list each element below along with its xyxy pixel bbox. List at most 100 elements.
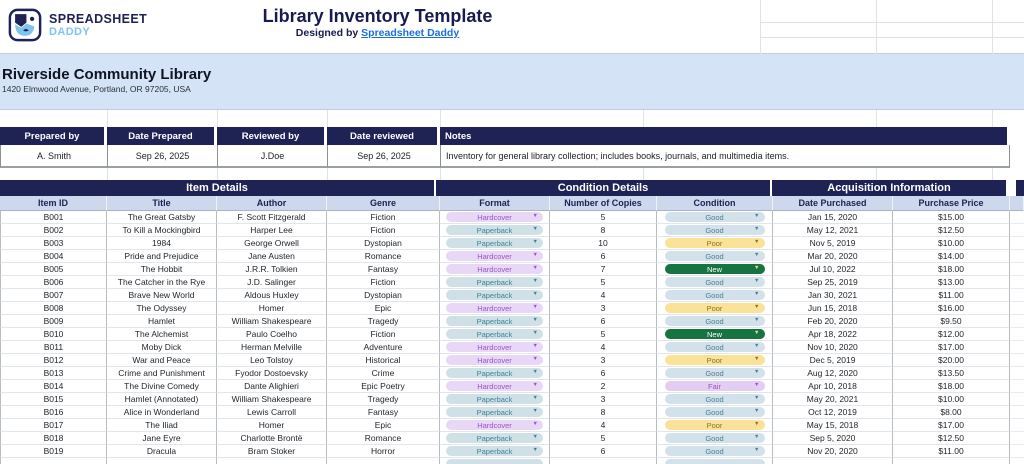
cell-title[interactable]: The Divine Comedy: [107, 380, 217, 393]
cell-genre[interactable]: Dystopian: [327, 289, 440, 302]
cell-id[interactable]: B015: [0, 393, 107, 406]
cell-condition[interactable]: Good ▼: [657, 445, 773, 458]
cell-author[interactable]: Charlotte Brontë: [217, 432, 327, 445]
cell-id[interactable]: B003: [0, 237, 107, 250]
condition-dropdown[interactable]: Good ▼: [664, 433, 765, 443]
prep-value-date-prepared[interactable]: Sep 26, 2025: [107, 145, 217, 168]
cell-condition[interactable]: Good ▼: [657, 341, 773, 354]
cell-price[interactable]: $9.50: [893, 315, 1010, 328]
cell-format[interactable]: Hardcover ▼: [440, 419, 550, 432]
format-dropdown[interactable]: [446, 459, 543, 464]
cell-id[interactable]: B005: [0, 263, 107, 276]
cell-author[interactable]: Lewis Carroll: [217, 406, 327, 419]
cell-date[interactable]: [773, 458, 893, 464]
condition-dropdown[interactable]: Poor ▼: [664, 303, 765, 313]
format-dropdown[interactable]: Paperback ▼: [446, 394, 543, 404]
cell-condition[interactable]: Poor ▼: [657, 237, 773, 250]
cell-format[interactable]: Paperback ▼: [440, 276, 550, 289]
cell-format[interactable]: Hardcover ▼: [440, 250, 550, 263]
condition-dropdown[interactable]: [664, 459, 765, 464]
cell-author[interactable]: Aldous Huxley: [217, 289, 327, 302]
cell-format[interactable]: Paperback ▼: [440, 289, 550, 302]
format-dropdown[interactable]: Hardcover ▼: [446, 342, 543, 352]
cell-id[interactable]: B012: [0, 354, 107, 367]
cell-condition[interactable]: New ▼: [657, 328, 773, 341]
cell-price[interactable]: $15.00: [893, 211, 1010, 224]
cell-copies[interactable]: 10: [550, 237, 657, 250]
cell-id[interactable]: B001: [0, 211, 107, 224]
cell-date[interactable]: Feb 20, 2020: [773, 315, 893, 328]
cell-date[interactable]: Mar 20, 2020: [773, 250, 893, 263]
format-dropdown[interactable]: Hardcover ▼: [446, 420, 543, 430]
format-dropdown[interactable]: Hardcover ▼: [446, 355, 543, 365]
cell-copies[interactable]: 7: [550, 263, 657, 276]
cell-copies[interactable]: 8: [550, 224, 657, 237]
cell-date[interactable]: Sep 5, 2020: [773, 432, 893, 445]
cell-copies[interactable]: 8: [550, 406, 657, 419]
cell-copies[interactable]: 5: [550, 276, 657, 289]
format-dropdown[interactable]: Paperback ▼: [446, 238, 543, 248]
cell-title[interactable]: The Great Gatsby: [107, 211, 217, 224]
cell-format[interactable]: Hardcover ▼: [440, 211, 550, 224]
cell-genre[interactable]: Fantasy: [327, 406, 440, 419]
cell-date[interactable]: Jun 15, 2018: [773, 302, 893, 315]
cell-price[interactable]: $12.50: [893, 224, 1010, 237]
cell-condition[interactable]: Fair ▼: [657, 380, 773, 393]
cell-genre[interactable]: Fantasy: [327, 263, 440, 276]
cell-date[interactable]: Nov 5, 2019: [773, 237, 893, 250]
cell-date[interactable]: Jan 30, 2021: [773, 289, 893, 302]
cell-genre[interactable]: Fiction: [327, 276, 440, 289]
format-dropdown[interactable]: Paperback ▼: [446, 277, 543, 287]
cell-title[interactable]: Jane Eyre: [107, 432, 217, 445]
cell-condition[interactable]: Poor ▼: [657, 302, 773, 315]
condition-dropdown[interactable]: Good ▼: [664, 446, 765, 456]
cell-genre[interactable]: Crime: [327, 367, 440, 380]
cell-date[interactable]: Jul 10, 2022: [773, 263, 893, 276]
cell-price[interactable]: $18.00: [893, 380, 1010, 393]
cell-genre[interactable]: Horror: [327, 445, 440, 458]
cell-genre[interactable]: Adventure: [327, 341, 440, 354]
condition-dropdown[interactable]: Good ▼: [664, 251, 765, 261]
cell-author[interactable]: George Orwell: [217, 237, 327, 250]
condition-dropdown[interactable]: New ▼: [664, 264, 765, 274]
cell-copies[interactable]: 5: [550, 432, 657, 445]
cell-condition[interactable]: Good ▼: [657, 315, 773, 328]
cell-copies[interactable]: 2: [550, 380, 657, 393]
cell-title[interactable]: War and Peace: [107, 354, 217, 367]
library-name[interactable]: Riverside Community Library: [2, 66, 212, 83]
cell-id[interactable]: B019: [0, 445, 107, 458]
cell-condition[interactable]: Good ▼: [657, 393, 773, 406]
cell-copies[interactable]: 3: [550, 393, 657, 406]
cell-price[interactable]: $13.50: [893, 367, 1010, 380]
cell-author[interactable]: Paulo Coelho: [217, 328, 327, 341]
cell-format[interactable]: Paperback ▼: [440, 328, 550, 341]
cell-title[interactable]: Pride and Prejudice: [107, 250, 217, 263]
cell-format[interactable]: Paperback ▼: [440, 237, 550, 250]
cell-date[interactable]: Aug 12, 2020: [773, 367, 893, 380]
cell-copies[interactable]: 5: [550, 328, 657, 341]
cell-price[interactable]: $12.00: [893, 328, 1010, 341]
cell-condition[interactable]: Good ▼: [657, 250, 773, 263]
cell-format[interactable]: Paperback ▼: [440, 367, 550, 380]
cell-genre[interactable]: Epic Poetry: [327, 380, 440, 393]
cell-author[interactable]: J.D. Salinger: [217, 276, 327, 289]
condition-dropdown[interactable]: Good ▼: [664, 407, 765, 417]
cell-title[interactable]: Alice in Wonderland: [107, 406, 217, 419]
cell-title[interactable]: Brave New World: [107, 289, 217, 302]
cell-condition[interactable]: [657, 458, 773, 464]
cell-format[interactable]: Paperback ▼: [440, 445, 550, 458]
cell-format[interactable]: Paperback ▼: [440, 315, 550, 328]
cell-copies[interactable]: 3: [550, 302, 657, 315]
prep-value-reviewed-by[interactable]: J.Doe: [217, 145, 327, 168]
cell-price[interactable]: $10.00: [893, 237, 1010, 250]
cell-title[interactable]: Crime and Punishment: [107, 367, 217, 380]
cell-id[interactable]: B004: [0, 250, 107, 263]
prep-value-prepared-by[interactable]: A. Smith: [0, 145, 107, 168]
cell-format[interactable]: Hardcover ▼: [440, 263, 550, 276]
cell-copies[interactable]: [550, 458, 657, 464]
cell-title[interactable]: Hamlet: [107, 315, 217, 328]
format-dropdown[interactable]: Hardcover ▼: [446, 381, 543, 391]
cell-author[interactable]: Homer: [217, 419, 327, 432]
cell-copies[interactable]: 4: [550, 419, 657, 432]
format-dropdown[interactable]: Paperback ▼: [446, 316, 543, 326]
